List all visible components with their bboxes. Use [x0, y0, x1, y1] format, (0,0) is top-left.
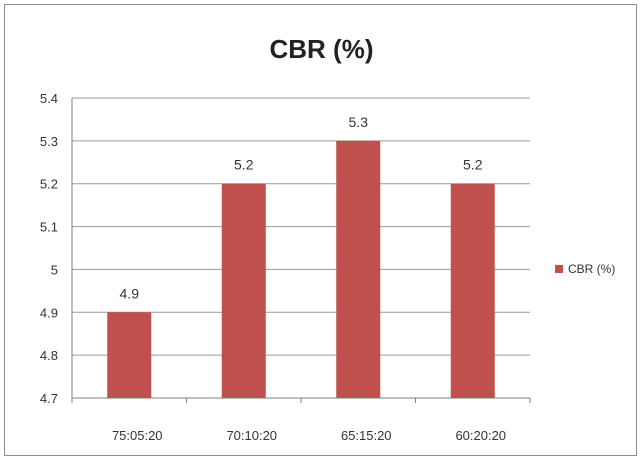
y-tick-label: 5: [51, 262, 58, 277]
legend: CBR (%): [555, 262, 615, 276]
bar: [221, 183, 266, 398]
bar: [107, 312, 152, 398]
y-tick-label: 5.2: [40, 177, 58, 192]
y-tick-label: 5.4: [40, 91, 58, 106]
x-tick-label: 70:10:20: [226, 428, 277, 443]
chart-title: CBR (%): [269, 34, 374, 64]
x-tick-label: 60:20:20: [455, 428, 506, 443]
legend-swatch: [555, 265, 563, 273]
x-tick-label: 75:05:20: [112, 428, 163, 443]
data-label: 5.2: [234, 157, 254, 173]
legend-label: CBR (%): [568, 262, 616, 276]
y-tick-label: 4.9: [40, 305, 58, 320]
y-tick-label: 4.7: [40, 391, 58, 406]
data-label: 5.3: [349, 114, 369, 130]
y-tick-label: 5.3: [40, 134, 58, 149]
y-tick-label: 5.1: [40, 220, 58, 235]
bar: [336, 140, 381, 398]
y-tick-label: 4.8: [40, 348, 58, 363]
data-label: 5.2: [463, 157, 483, 173]
bar: [450, 183, 495, 398]
x-tick-label: 65:15:20: [341, 428, 392, 443]
data-label: 4.9: [120, 285, 140, 301]
